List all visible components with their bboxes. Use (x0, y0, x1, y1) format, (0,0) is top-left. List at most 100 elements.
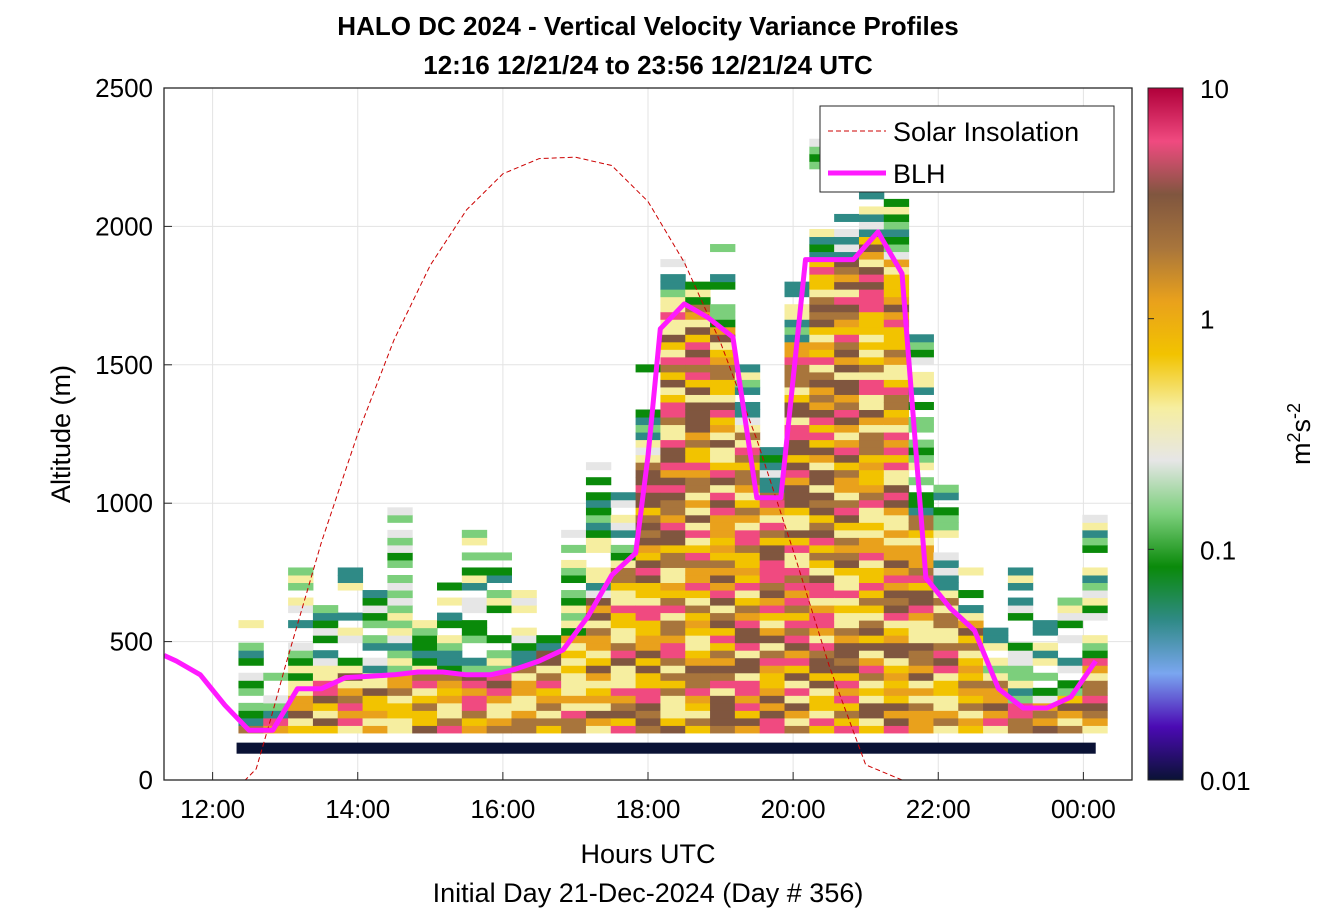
variance-cell-709 (809, 432, 835, 441)
variance-cell-7 (238, 657, 264, 666)
variance-cell-163 (461, 537, 488, 546)
variance-cell-541 (734, 605, 761, 614)
variance-cell-726 (809, 304, 835, 313)
variance-cell-1018 (933, 650, 959, 659)
variance-cell-1079 (1007, 657, 1034, 666)
variance-cell-207 (536, 672, 562, 681)
variance-cell-77 (362, 642, 388, 651)
variance-cell-846 (858, 492, 885, 501)
variance-cell-125 (412, 627, 438, 636)
variance-cell-861 (858, 379, 885, 388)
variance-cell-513 (710, 364, 736, 373)
y-tick-label-2: 1000 (95, 488, 153, 518)
variance-cell-40 (312, 687, 339, 696)
variance-cell-141 (437, 612, 463, 621)
variance-cell-870 (858, 311, 885, 320)
variance-cell-788 (834, 371, 860, 380)
variance-cell-524 (710, 244, 736, 253)
variance-cell-1020 (933, 635, 959, 644)
variance-cell-500 (710, 462, 736, 471)
variance-cell-937 (883, 371, 910, 380)
colorbar-tick-label-2: 1 (1200, 305, 1214, 335)
variance-cell-528 (734, 702, 761, 711)
variance-cell-704 (809, 469, 835, 478)
variance-cell-135 (437, 665, 463, 674)
variance-cell-271 (610, 710, 637, 719)
variance-cell-601 (759, 514, 786, 523)
variance-cell-716 (809, 379, 835, 388)
variance-cell-901 (883, 642, 910, 651)
variance-cell-432 (685, 522, 711, 531)
variance-cell-133 (437, 680, 463, 689)
variance-cell-233 (561, 567, 587, 576)
variance-cell-342 (635, 364, 661, 373)
variance-cell-824 (858, 657, 885, 666)
variance-cell-642 (784, 492, 810, 501)
variance-cell-488 (710, 552, 736, 561)
variance-cell-1094 (1032, 672, 1059, 681)
variance-cell-936 (883, 379, 910, 388)
variance-cell-820 (858, 687, 885, 696)
variance-cell-202 (536, 710, 562, 719)
variance-cell-310 (635, 642, 661, 651)
variance-cell-117 (412, 687, 438, 696)
variance-cell-315 (635, 605, 661, 614)
variance-cell-511 (710, 379, 736, 388)
variance-cell-766 (834, 537, 860, 546)
variance-cell-501 (710, 454, 736, 463)
variance-cell-8 (238, 650, 264, 659)
variance-cell-412 (685, 672, 711, 681)
variance-cell-3 (238, 702, 264, 711)
variance-cell-876 (858, 266, 885, 275)
variance-cell-111 (387, 507, 413, 516)
variance-cell-358 (660, 612, 686, 621)
variance-cell-866 (858, 341, 885, 350)
variance-cell-409 (685, 695, 711, 704)
variance-cell-953 (883, 251, 910, 260)
variance-cell-426 (685, 567, 711, 576)
variance-cell-787 (834, 379, 860, 388)
variance-cell-88 (387, 695, 413, 704)
variance-cell-195 (511, 635, 537, 644)
variance-cell-525 (734, 725, 761, 734)
variance-cell-817 (858, 710, 885, 719)
y-tick-label-5: 2500 (95, 73, 153, 103)
variance-cell-114 (412, 710, 438, 719)
variance-cell-619 (784, 665, 810, 674)
variance-cell-139 (437, 635, 463, 644)
variance-cell-1058 (983, 717, 1009, 726)
variance-cell-109 (387, 529, 413, 538)
variance-cell-13 (263, 710, 289, 719)
variance-cell-264 (585, 507, 612, 516)
variance-cell-776 (834, 462, 860, 471)
variance-cell-105 (387, 559, 413, 568)
variance-cell-1057 (983, 725, 1009, 734)
variance-cell-244 (585, 672, 612, 681)
variance-cell-173 (486, 665, 512, 674)
variance-cell-755 (834, 620, 860, 629)
variance-cell-301 (635, 710, 661, 719)
variance-cell-152 (461, 665, 488, 674)
axis-ticks: 12:00 14:00 16:00 18:00 20:00 22:00 00:00 0 500 1… (95, 73, 1116, 824)
variance-cell-196 (511, 627, 537, 636)
variance-cell-687 (809, 597, 835, 606)
variance-cell-460 (685, 311, 711, 320)
variance-cell-1081 (1007, 642, 1034, 651)
variance-cell-281 (610, 635, 637, 644)
variance-cell-724 (809, 319, 835, 328)
variance-cell-351 (660, 665, 686, 674)
variance-cell-591 (759, 590, 786, 599)
variance-cell-629 (784, 590, 810, 599)
variance-cell-976 (908, 612, 934, 621)
variance-cell-834 (858, 582, 885, 591)
variance-cell-594 (759, 567, 786, 576)
variance-cell-372 (660, 507, 686, 516)
variance-cell-606 (759, 477, 786, 486)
variance-cell-53 (337, 710, 364, 719)
variance-cell-182 (486, 552, 512, 561)
variance-cell-569 (734, 386, 761, 395)
variance-cell-437 (685, 484, 711, 493)
variance-cell-321 (635, 559, 661, 568)
variance-cell-363 (660, 574, 686, 584)
variance-cell-967 (908, 680, 934, 689)
